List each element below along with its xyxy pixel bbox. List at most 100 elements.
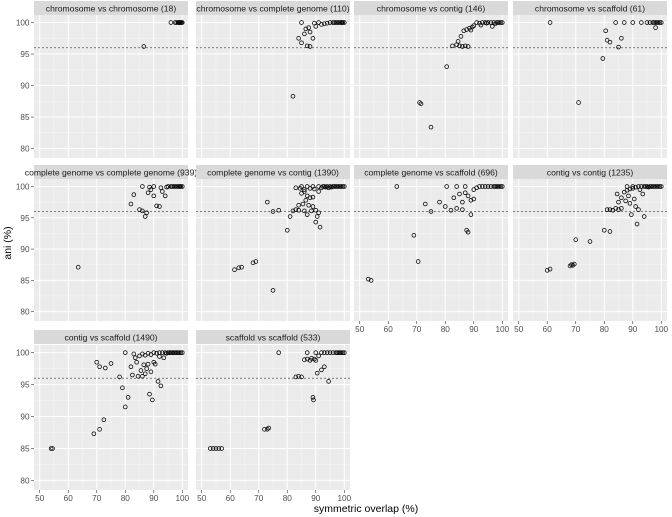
- data-point: [411, 233, 417, 238]
- data-point: [333, 350, 339, 355]
- data-point: [144, 210, 149, 216]
- data-point: [316, 184, 321, 189]
- data-point: [484, 20, 489, 26]
- facet-panel: complete genome vs contig (1390): [196, 165, 350, 321]
- facet-strip-label: complete genome vs contig (1390): [207, 167, 339, 177]
- data-point: [174, 350, 179, 355]
- facet-strip-label: chromosome vs chromosome (18): [46, 3, 177, 13]
- data-point: [135, 374, 141, 379]
- x-tick-label: 80: [283, 494, 293, 503]
- data-point: [122, 404, 128, 410]
- data-point: [117, 374, 122, 380]
- data-point: [498, 20, 504, 25]
- data-point: [134, 359, 139, 365]
- data-point: [147, 184, 152, 190]
- facet-panel: chromosome vs complete genome (110): [196, 1, 350, 158]
- data-point: [293, 207, 299, 212]
- facet-strip: [354, 1, 508, 15]
- data-point: [266, 425, 271, 431]
- data-point: [471, 196, 477, 202]
- data-point: [296, 202, 301, 208]
- facet-strip-label: contig vs scaffold (1490): [65, 332, 158, 342]
- x-axis-title: symmetric overlap (%): [314, 503, 418, 515]
- data-point: [415, 259, 421, 264]
- data-point: [141, 362, 147, 368]
- data-point: [498, 184, 504, 189]
- y-tick-label: 90: [20, 82, 30, 91]
- data-point: [647, 20, 653, 25]
- data-point: [304, 350, 310, 355]
- data-point: [147, 391, 152, 397]
- data-point: [322, 21, 327, 27]
- x-tick-label: 100: [495, 325, 509, 334]
- data-point: [232, 267, 237, 272]
- data-point: [460, 199, 465, 205]
- data-point: [477, 184, 482, 189]
- data-point: [462, 184, 468, 189]
- data-point: [394, 184, 400, 189]
- data-point: [455, 39, 461, 44]
- data-point: [339, 20, 345, 25]
- facet-strip: [196, 1, 350, 15]
- facet-strip: [196, 165, 350, 179]
- x-tick-label: 50: [35, 494, 45, 503]
- data-point: [336, 20, 341, 25]
- data-point: [570, 263, 576, 268]
- data-point: [567, 263, 573, 269]
- data-point: [480, 184, 485, 189]
- data-point: [177, 350, 182, 355]
- data-point: [108, 361, 114, 366]
- data-point: [140, 208, 145, 214]
- data-point: [368, 278, 374, 283]
- data-point: [158, 185, 164, 191]
- facet-panel: contig vs scaffold (1490) 80 85 90 95 100 50 60…: [16, 330, 190, 503]
- data-point: [299, 20, 304, 25]
- data-point: [365, 276, 371, 282]
- data-point: [603, 28, 608, 34]
- data-point: [465, 229, 471, 235]
- data-point: [601, 228, 607, 233]
- data-point: [636, 207, 641, 212]
- data-point: [334, 184, 340, 189]
- data-point: [621, 20, 627, 25]
- data-point: [460, 44, 465, 49]
- data-point: [444, 64, 449, 69]
- data-point: [151, 359, 157, 365]
- data-point: [213, 446, 219, 451]
- x-tick-label: 50: [197, 494, 207, 503]
- data-point: [265, 199, 270, 205]
- data-point: [639, 20, 644, 25]
- facet-strip-label: chromosome vs scaffold (61): [535, 3, 645, 13]
- data-point: [148, 187, 154, 192]
- data-point: [657, 20, 663, 25]
- data-point: [417, 100, 422, 105]
- data-point: [480, 20, 485, 25]
- data-point: [138, 368, 144, 373]
- y-tick-label: 90: [20, 413, 30, 422]
- data-point: [154, 351, 159, 356]
- data-point: [654, 184, 660, 189]
- data-point: [337, 184, 343, 189]
- data-point: [454, 206, 459, 211]
- data-point: [316, 210, 321, 216]
- x-tick-label: 70: [571, 325, 581, 334]
- data-point: [140, 351, 145, 357]
- data-point: [210, 446, 216, 451]
- data-point: [600, 56, 606, 61]
- data-point: [168, 184, 174, 189]
- data-point: [547, 266, 553, 272]
- data-point: [342, 20, 347, 25]
- data-point: [179, 20, 184, 25]
- facet-strip-label: scaffold vs scaffold (533): [226, 332, 321, 342]
- data-point: [327, 350, 333, 355]
- data-point: [304, 184, 310, 189]
- x-tick-label: 100: [175, 494, 189, 503]
- data-point: [304, 356, 310, 362]
- data-point: [462, 190, 468, 196]
- data-point: [587, 239, 593, 244]
- data-point: [461, 28, 467, 34]
- data-point: [313, 350, 319, 355]
- data-point: [167, 350, 172, 355]
- data-point: [631, 196, 637, 202]
- data-point: [616, 199, 621, 205]
